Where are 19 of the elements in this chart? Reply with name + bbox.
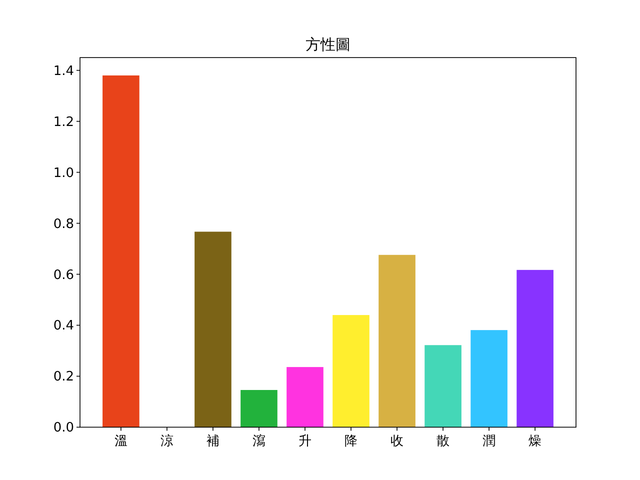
y-tick-label: 1.4 bbox=[53, 64, 74, 79]
y-tick-label: 1.0 bbox=[53, 166, 74, 181]
y-tick-label: 0.8 bbox=[53, 216, 74, 232]
y-tick-label: 0.4 bbox=[53, 318, 74, 334]
y-tick-label: 0.6 bbox=[53, 268, 74, 283]
x-tick-label: 瀉 bbox=[252, 434, 266, 450]
x-tick-label: 收 bbox=[390, 434, 404, 450]
x-tick-label: 溫 bbox=[114, 434, 128, 450]
y-tick-label: 0.0 bbox=[53, 420, 74, 436]
x-tick-label: 燥 bbox=[528, 434, 542, 450]
chart-title: 方性圖 bbox=[306, 36, 350, 54]
y-tick-label: 1.2 bbox=[53, 114, 74, 130]
x-tick-label: 補 bbox=[206, 434, 220, 450]
x-tick-label: 散 bbox=[436, 434, 450, 450]
x-tick-label: 潤 bbox=[482, 434, 496, 450]
x-tick-label: 升 bbox=[298, 434, 312, 450]
x-tick-label: 降 bbox=[344, 434, 358, 450]
y-tick-label: 0.2 bbox=[53, 370, 74, 385]
x-tick-label: 涼 bbox=[160, 434, 174, 450]
